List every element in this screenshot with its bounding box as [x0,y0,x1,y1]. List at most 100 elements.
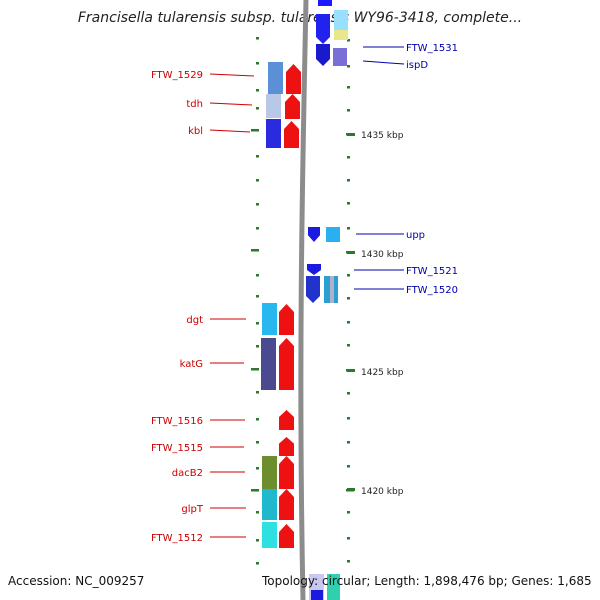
tick-mark [347,251,355,254]
tick-mark [347,417,350,420]
tick-mark [251,129,259,132]
tick-mark [256,227,259,230]
tick-mark [347,86,350,89]
gene-box [334,10,348,30]
gene-box [268,62,283,94]
tick-mark [256,37,259,40]
tick-mark [251,489,259,492]
tick-mark [256,441,259,444]
tick-mark [256,511,259,514]
gene-arrow [279,338,294,390]
gene-arrow [279,437,294,456]
tick-mark [256,322,259,325]
gene-label-dacb2: dacB2 [172,468,203,479]
label-connector [209,129,251,133]
gene-box [262,489,277,520]
tick-mark [256,391,259,394]
gene-box [311,590,323,600]
gene-arrow [284,121,299,148]
tick-mark [251,249,259,252]
tick-mark [256,539,259,542]
gene-box [330,276,334,303]
gene-box [326,227,340,242]
tick-mark [347,488,355,491]
gene-box [262,303,277,335]
gene-arrow [279,489,294,520]
tick-mark [347,202,350,205]
tick-mark [256,467,259,470]
gene-arrow [316,14,330,44]
label-connector [362,60,405,65]
gene-arrow [279,524,294,548]
gene-arrow [306,276,320,303]
tick-mark [256,89,259,92]
tick-mark [256,295,259,298]
tick-mark [347,560,350,563]
tick-mark [256,345,259,348]
gene-arrow [308,227,320,242]
gene-label-ftw_1521: FTW_1521 [406,266,458,277]
tick-mark [347,156,350,159]
gene-label-ftw_1520: FTW_1520 [406,285,458,296]
tick-mark [256,418,259,421]
tick-mark [347,392,350,395]
tick-mark [347,537,350,540]
tick-marks [251,37,355,565]
tick-mark [347,133,355,136]
tick-mark [347,227,350,230]
label-connector [209,73,255,77]
gene-features [261,0,348,600]
tick-mark [347,39,350,42]
gene-box [266,119,281,148]
tick-mark [256,203,259,206]
label-connector [209,102,253,106]
gene-box [327,574,340,600]
gene-label-ftw_1529: FTW_1529 [151,70,203,81]
tick-mark [256,107,259,110]
tick-mark [256,179,259,182]
gene-label-ftw_1516: FTW_1516 [151,416,203,427]
gene-box [318,0,332,6]
tick-mark [347,274,350,277]
tick-mark [347,511,350,514]
ruler-label: 1435 kbp [361,131,404,141]
gene-labels: 1435 kbp 1430 kbp 1425 kbp 1420 kbp FTW_1529… [151,43,458,544]
tick-mark [347,109,350,112]
tick-mark [256,155,259,158]
tick-mark [256,274,259,277]
tick-mark [347,369,355,372]
ruler-label: 1420 kbp [361,487,404,497]
tick-mark [347,297,350,300]
tick-mark [347,65,350,68]
genome-summary: Topology: circular; Length: 1,898,476 bp… [262,574,592,588]
gene-box [334,30,348,40]
tick-mark [347,441,350,444]
gene-arrow [307,264,321,275]
tick-mark [347,465,350,468]
tick-mark [256,562,259,565]
genome-backbone [298,0,309,600]
ruler-label: 1425 kbp [361,368,404,378]
gene-arrow [279,410,294,430]
tick-mark [347,321,350,324]
gene-label-dgt: dgt [186,315,203,326]
gene-label-upp: upp [406,230,425,241]
tick-mark [251,368,259,371]
gene-box [261,338,276,390]
gene-label-ispd: ispD [406,60,428,71]
gene-label-glpt: glpT [181,504,203,515]
gene-arrow [279,304,294,335]
gene-label-kbl: kbl [188,126,203,137]
gene-label-ftw_1512: FTW_1512 [151,533,203,544]
gene-arrow [285,94,300,119]
gene-arrow [316,44,330,66]
gene-box [333,48,347,66]
tick-mark [347,344,350,347]
tick-mark [256,62,259,65]
tick-mark [347,179,350,182]
gene-label-tdh: tdh [186,99,203,110]
gene-box [266,94,281,118]
gene-arrow [286,64,301,94]
ruler-label: 1430 kbp [361,250,404,260]
